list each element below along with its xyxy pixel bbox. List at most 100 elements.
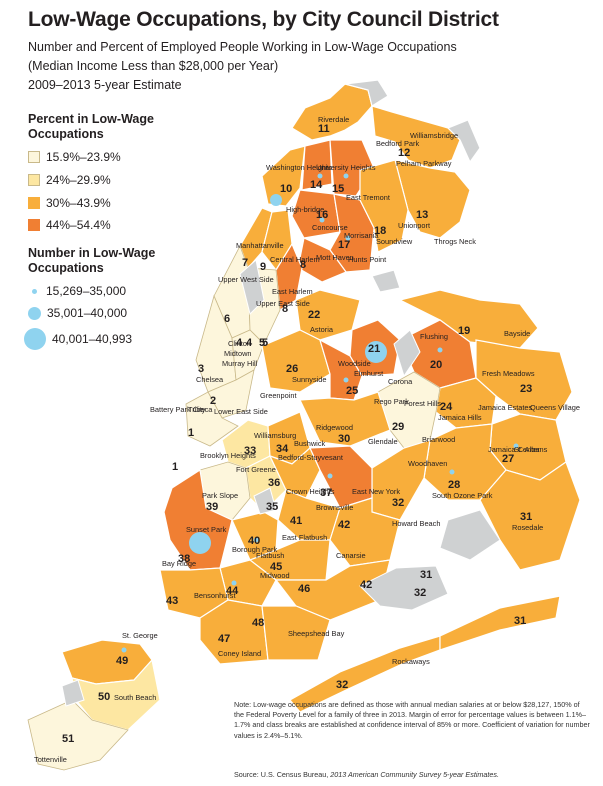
neighborhood-label: Ridgewood <box>316 423 353 432</box>
district-number: 1 <box>188 427 194 439</box>
neighborhood-label: Greenpoint <box>260 391 297 400</box>
district-30-area <box>299 391 391 447</box>
neighborhood-label: Upper East Side <box>256 299 310 308</box>
source-title: 2013 American Community Survey 5-year Es… <box>330 770 499 779</box>
district-number: 20 <box>430 359 442 371</box>
district-number: 41 <box>290 515 302 527</box>
legend-number-item: 15,269–35,000 <box>28 284 126 298</box>
neighborhood-label: Morrisania <box>344 231 379 240</box>
district-number: 19 <box>458 325 470 337</box>
legend-label: 15.9%–23.9% <box>46 150 121 164</box>
neighborhood-label: Rego Park <box>374 397 409 406</box>
dot-d28 <box>449 469 455 475</box>
legend-swatch <box>28 197 40 209</box>
legend-label: 15,269–35,000 <box>46 284 127 298</box>
dot-d21 <box>365 341 387 363</box>
jamaica-bay-nodata <box>359 565 449 611</box>
district-number: 47 <box>218 633 230 645</box>
neighborhood-label: Sheepshead Bay <box>288 629 345 638</box>
district-number: 8 <box>282 303 288 315</box>
legend-percent-item: 24%–29.9% <box>28 173 111 187</box>
district-number: 22 <box>308 309 320 321</box>
district-number: 50 <box>98 691 110 703</box>
district-number: 44 <box>226 585 239 597</box>
district-number: 26 <box>286 363 298 375</box>
district-number: 4 <box>236 337 243 349</box>
legend-label: 40,001–40,993 <box>52 332 133 346</box>
legend-dot-medium <box>28 306 41 320</box>
footnote: Note: Low-wage occupations are defined a… <box>234 700 590 740</box>
legend-swatch <box>28 219 40 231</box>
dot-d16 <box>319 217 325 223</box>
legend-label: 24%–29.9% <box>46 173 111 187</box>
fresh-kills-nodata <box>61 679 85 707</box>
district-number: 34 <box>276 443 289 455</box>
district-50-area <box>71 658 161 731</box>
district-number: 31 <box>520 511 532 523</box>
district-number: 32 <box>414 587 426 599</box>
district-number: 38 <box>178 553 190 565</box>
neighborhood-label: Williamsburg <box>254 431 296 440</box>
dot-d44 <box>231 580 237 586</box>
dot-d15 <box>343 173 349 179</box>
district-number: 2 <box>210 395 216 407</box>
district-number: 17 <box>338 239 350 251</box>
neighborhood-label: East Tremont <box>346 193 390 202</box>
neighborhood-label: Pelham Parkway <box>396 159 452 168</box>
district-number: 51 <box>62 733 74 745</box>
district-number: 24 <box>440 401 453 413</box>
neighborhood-label: Sunset Park <box>186 525 227 534</box>
district-number: 30 <box>338 433 350 445</box>
district-number: 15 <box>332 183 344 195</box>
district-number: 43 <box>166 595 178 607</box>
district-number: 40 <box>248 535 260 547</box>
district-number: 31 <box>514 615 526 627</box>
manhattan-region <box>185 207 303 447</box>
district-number: 37 <box>320 487 332 499</box>
neighborhood-label: Unionport <box>398 221 430 230</box>
district-number: 4 <box>246 337 253 349</box>
neighborhood-label: Jamaica Center <box>488 445 540 454</box>
neighborhood-label: Flatbush <box>256 551 284 560</box>
district-number: 7 <box>242 257 248 269</box>
legend-percent-item: 44%–54.4% <box>28 218 111 232</box>
neighborhood-label: Rosedale <box>512 523 543 532</box>
secondary-district-labels: 31 32 4 2 31 32 4 5 1 8 <box>172 259 526 691</box>
neighborhood-label: Soundview <box>376 237 413 246</box>
neighborhood-label: Canarsie <box>336 551 366 560</box>
subtitle-line: 2009–2013 5-year Estimate <box>28 78 182 92</box>
rikers-nodata <box>371 269 401 293</box>
neighborhood-label: Borough Park <box>232 545 277 554</box>
neighborhood-label: Queens Village <box>530 403 580 412</box>
district-number: 31 <box>420 569 432 581</box>
district-number: 32 <box>392 497 404 509</box>
legend-percent-item: 30%–43.9% <box>28 196 111 210</box>
district-48-area <box>261 605 331 661</box>
pelham-bay-nodata <box>446 119 481 164</box>
neighborhood-label: Upper West Side <box>218 275 274 284</box>
neighborhood-label: Bedford Park <box>376 139 419 148</box>
neighborhood-label: Flushing <box>420 332 448 341</box>
district-number: 29 <box>392 421 404 433</box>
district-29-area <box>377 371 441 449</box>
legend-label: 44%–54.4% <box>46 218 111 232</box>
legend-number-heading: Number in Low-Wage Occupations <box>28 246 156 275</box>
district-number: 10 <box>280 183 292 195</box>
district-number: 48 <box>252 617 264 629</box>
district-number: 36 <box>268 477 280 489</box>
neighborhood-label: Park Slope <box>202 491 238 500</box>
district-number: 49 <box>116 655 128 667</box>
dot-d38 <box>189 532 211 554</box>
district-number: 5 <box>262 337 268 349</box>
district-10-area <box>261 145 306 207</box>
subtitle-line: (Median Income Less than $28,000 per Yea… <box>28 59 279 73</box>
neighborhood-label: Chelsea <box>196 375 224 384</box>
jfk-nodata <box>439 509 501 561</box>
source-line: Source: U.S. Census Bureau, 2013 America… <box>234 770 499 779</box>
neighborhood-label: Woodhaven <box>408 459 447 468</box>
neighborhood-label: South Ozone Park <box>432 491 493 500</box>
bronx-parks-nodata <box>344 79 389 107</box>
central-park-nodata <box>239 259 265 315</box>
neighborhood-label: Bushwick <box>294 439 326 448</box>
page-subtitle: Number and Percent of Employed People Wo… <box>28 38 548 95</box>
